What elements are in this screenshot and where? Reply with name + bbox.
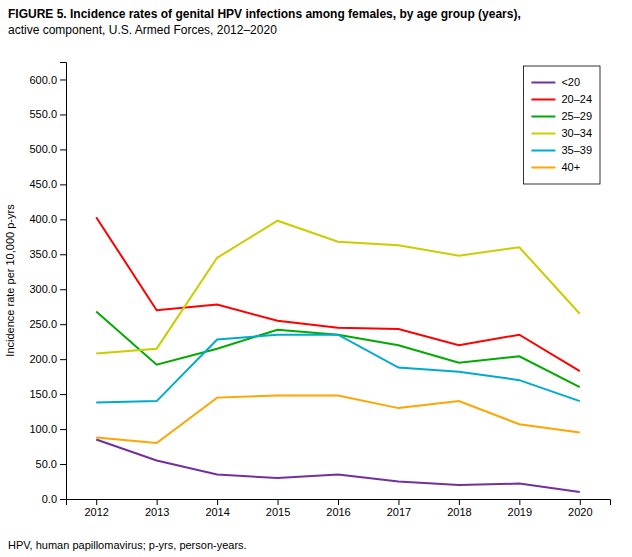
x-tick: 2016 bbox=[326, 499, 350, 518]
footnote: HPV, human papillomavirus; p-yrs, person… bbox=[8, 539, 247, 551]
y-tick: 500.0 bbox=[29, 143, 66, 155]
y-tick: 150.0 bbox=[29, 388, 66, 400]
title: FIGURE 5. Incidence rates of genital HPV… bbox=[8, 7, 521, 21]
x-tick-mark bbox=[338, 499, 339, 505]
legend-label: 35–39 bbox=[561, 144, 592, 156]
y-tick-mark bbox=[60, 359, 66, 360]
x-tick: 2015 bbox=[266, 499, 290, 518]
y-tick-label: 200.0 bbox=[29, 353, 57, 365]
y-tick-mark bbox=[60, 464, 66, 465]
y-tick: 300.0 bbox=[29, 283, 66, 295]
y-tick-mark bbox=[60, 114, 66, 115]
x-tick-mark bbox=[580, 499, 581, 505]
y-tick: 350.0 bbox=[29, 248, 66, 260]
line bbox=[96, 217, 580, 371]
y-tick-mark bbox=[60, 289, 66, 290]
y-tick-label: 450.0 bbox=[29, 178, 57, 190]
x-tick-mark bbox=[157, 499, 158, 505]
line bbox=[96, 396, 580, 444]
legend-swatch bbox=[531, 99, 555, 101]
legend-label: <20 bbox=[561, 76, 580, 88]
x-axis-line bbox=[67, 500, 611, 506]
y-tick-label: 100.0 bbox=[29, 423, 57, 435]
x-tick-mark bbox=[96, 499, 97, 505]
plot: 2012 2013 2014 2015 2016 2017 2018 2019 2020 0.0 5… bbox=[4, 63, 611, 518]
y-tick-mark bbox=[60, 394, 66, 395]
x-tick-label: 2017 bbox=[387, 506, 411, 518]
legend-swatch bbox=[531, 150, 555, 152]
y-tick: 600.0 bbox=[29, 74, 66, 86]
y-tick-label: 250.0 bbox=[29, 318, 57, 330]
x-tick-mark bbox=[217, 499, 218, 505]
line bbox=[96, 440, 580, 492]
line bbox=[96, 221, 580, 354]
y-tick-mark bbox=[60, 324, 66, 325]
y-tick-label: 150.0 bbox=[29, 388, 57, 400]
x-tick-label: 2020 bbox=[568, 506, 592, 518]
y-tick-mark bbox=[60, 254, 66, 255]
x-tick: 2017 bbox=[387, 499, 411, 518]
x-tick-label: 2014 bbox=[205, 506, 229, 518]
x-tick: 2018 bbox=[447, 499, 471, 518]
y-tick: 200.0 bbox=[29, 353, 66, 365]
lines bbox=[96, 217, 580, 492]
y-tick: 400.0 bbox=[29, 213, 66, 225]
y-tick: 550.0 bbox=[29, 108, 66, 120]
x-tick: 2020 bbox=[568, 499, 592, 518]
legend-frame bbox=[523, 66, 600, 184]
chart: FIGURE 5. Incidence rates of genital HPV… bbox=[0, 0, 632, 557]
y-tick-label: 300.0 bbox=[29, 283, 57, 295]
line bbox=[96, 312, 580, 388]
y-tick-label: 350.0 bbox=[29, 248, 57, 260]
x-tick-mark bbox=[459, 499, 460, 505]
y-axis-line bbox=[60, 63, 67, 500]
y-tick: 100.0 bbox=[29, 423, 66, 435]
legend-label: 40+ bbox=[561, 161, 580, 173]
legend-label: 25–29 bbox=[561, 110, 592, 122]
x-tick-label: 2019 bbox=[508, 506, 532, 518]
y-axis-title: Incidence rate per 10,000 p-yrs bbox=[4, 204, 16, 357]
legend-swatch bbox=[531, 167, 555, 169]
legend-label: 20–24 bbox=[561, 93, 592, 105]
y-tick-mark bbox=[60, 149, 66, 150]
y-tick-label: 600.0 bbox=[29, 74, 57, 86]
legend-swatch bbox=[531, 82, 555, 84]
y-tick-label: 550.0 bbox=[29, 108, 57, 120]
x-axis: 2012 2013 2014 2015 2016 2017 2018 2019 2020 bbox=[67, 499, 611, 518]
y-tick-label: 500.0 bbox=[29, 143, 57, 155]
legend-swatch bbox=[531, 133, 555, 135]
x-tick-mark bbox=[398, 499, 399, 505]
y-tick: 250.0 bbox=[29, 318, 66, 330]
y-tick-mark bbox=[60, 499, 66, 500]
x-tick-label: 2012 bbox=[84, 506, 108, 518]
y-tick: 450.0 bbox=[29, 178, 66, 190]
y-tick-mark bbox=[60, 219, 66, 220]
line bbox=[96, 335, 580, 403]
y-tick: 0.0 bbox=[42, 493, 66, 505]
x-tick-label: 2018 bbox=[447, 506, 471, 518]
x-tick-mark bbox=[278, 499, 279, 505]
y-tick-mark bbox=[60, 79, 66, 80]
x-tick-label: 2015 bbox=[266, 506, 290, 518]
y-tick-label: 400.0 bbox=[29, 213, 57, 225]
x-tick: 2019 bbox=[508, 499, 532, 518]
y-tick-mark bbox=[60, 429, 66, 430]
legend: <20 20–24 25–29 30–34 35–39 40+ bbox=[523, 66, 600, 184]
y-tick-mark bbox=[60, 184, 66, 185]
y-tick-label: 50.0 bbox=[36, 458, 57, 470]
x-tick: 2014 bbox=[205, 499, 229, 518]
x-tick-label: 2016 bbox=[326, 506, 350, 518]
x-tick: 2012 bbox=[84, 499, 108, 518]
y-axis: 0.0 50.0 100.0 150.0 200.0 250.0 300.0 350.0 400… bbox=[29, 63, 66, 506]
y-tick: 50.0 bbox=[36, 458, 66, 470]
legend-label: 30–34 bbox=[561, 127, 592, 139]
x-tick: 2013 bbox=[145, 499, 169, 518]
subtitle: active component, U.S. Armed Forces, 201… bbox=[8, 23, 277, 37]
x-tick-label: 2013 bbox=[145, 506, 169, 518]
y-tick-label: 0.0 bbox=[42, 493, 57, 505]
legend-swatch bbox=[531, 116, 555, 118]
x-tick-mark bbox=[519, 499, 520, 505]
